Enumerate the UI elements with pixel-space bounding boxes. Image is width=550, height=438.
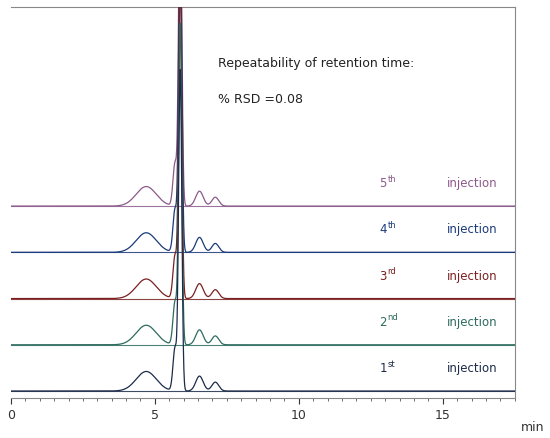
Text: th: th	[387, 175, 396, 184]
Text: 1: 1	[379, 362, 387, 375]
Text: 5: 5	[379, 177, 387, 190]
Text: injection: injection	[447, 316, 497, 329]
Text: % RSD =0.08: % RSD =0.08	[218, 93, 303, 106]
Text: injection: injection	[447, 269, 497, 283]
Text: 2: 2	[379, 316, 387, 329]
Text: min: min	[520, 421, 544, 434]
Text: injection: injection	[447, 362, 497, 375]
Text: nd: nd	[387, 313, 398, 322]
Text: st: st	[387, 360, 395, 369]
Text: 4: 4	[379, 223, 387, 237]
Text: th: th	[387, 221, 396, 230]
Text: Repeatability of retention time:: Repeatability of retention time:	[218, 57, 415, 71]
Text: injection: injection	[447, 177, 497, 190]
Text: rd: rd	[387, 267, 396, 276]
Text: 3: 3	[379, 269, 387, 283]
Text: injection: injection	[447, 223, 497, 237]
